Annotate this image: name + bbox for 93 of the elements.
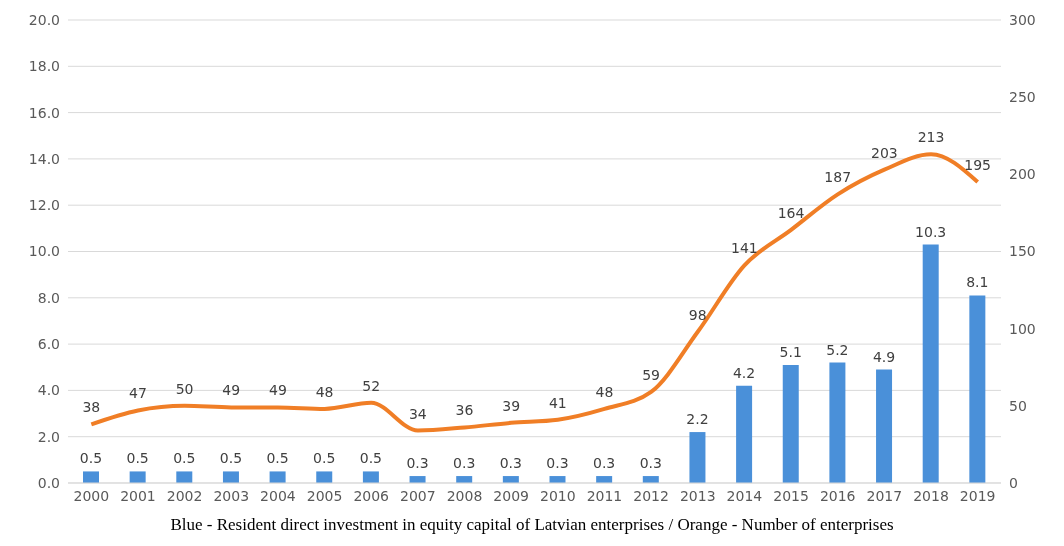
x-tick-label: 2016 (819, 487, 856, 504)
bar (269, 471, 286, 483)
data-label: 50 (175, 380, 194, 397)
x-tick-label: 2018 (913, 487, 949, 504)
bar (83, 471, 99, 483)
data-label: 38 (82, 399, 101, 416)
data-label: 164 (777, 204, 805, 221)
data-label: 4.2 (732, 364, 756, 381)
y-tick-label: 0.0 (37, 474, 60, 491)
data-label: 34 (408, 405, 427, 422)
data-label: 49 (222, 382, 241, 399)
bar (829, 362, 846, 483)
data-label: 0.5 (359, 450, 383, 467)
bar (689, 432, 706, 483)
data-label: 41 (548, 394, 567, 411)
data-label: 141 (731, 240, 758, 257)
y-tick-label: 8.0 (37, 289, 60, 306)
bar (362, 471, 379, 483)
x-tick-label: 2005 (306, 487, 343, 504)
data-label: 36 (455, 402, 474, 419)
y2-tick-label: 250 (1009, 89, 1036, 106)
data-label: 195 (964, 157, 992, 174)
y2-tick-label: 0 (1009, 474, 1018, 491)
data-label: 0.3 (546, 455, 569, 472)
x-tick-label: 2002 (166, 487, 203, 504)
data-label: 0.5 (219, 450, 243, 467)
y-tick-label: 16.0 (28, 104, 60, 121)
data-label: 48 (315, 383, 334, 400)
y-tick-label: 18.0 (28, 58, 60, 75)
data-label: 59 (642, 366, 661, 383)
x-tick-label: 2014 (726, 487, 763, 504)
bar (222, 471, 239, 483)
data-label: 49 (269, 382, 287, 399)
x-tick-label: 2010 (540, 487, 576, 504)
data-label: 5.2 (826, 341, 849, 358)
data-label: 48 (595, 383, 614, 400)
data-label: 0.5 (79, 450, 103, 467)
x-tick-label: 2004 (260, 487, 296, 504)
data-label: 0.3 (593, 455, 616, 472)
x-tick-label: 2011 (586, 487, 623, 504)
bar (969, 295, 986, 483)
data-label: 0.5 (313, 450, 336, 467)
x-tick-label: 2001 (120, 487, 156, 504)
y2-tick-label: 150 (1009, 243, 1036, 260)
data-label: 98 (688, 306, 707, 323)
x-tick-label: 2003 (213, 487, 250, 504)
x-tick-label: 2017 (866, 487, 903, 504)
y-tick-label: 12.0 (28, 197, 60, 214)
x-tick-label: 2019 (959, 487, 996, 504)
bar (876, 369, 893, 483)
x-tick-label: 2006 (353, 487, 390, 504)
x-tick-label: 2000 (73, 487, 110, 504)
data-label: 0.5 (266, 450, 289, 467)
x-tick-label: 2007 (400, 487, 436, 504)
data-label: 8.1 (966, 274, 989, 291)
x-tick-label: 2008 (446, 487, 483, 504)
data-label: 187 (824, 169, 852, 186)
data-label: 5.1 (779, 343, 802, 360)
data-label: 47 (129, 385, 147, 402)
text: Blue - Resident direct investment in equity capital of Latvian enterprises / Orange - Number of enterprises (169, 515, 895, 535)
bar (176, 471, 193, 483)
data-label: 0.3 (453, 455, 476, 472)
y-tick-label: 2.0 (37, 428, 60, 445)
y-tick-label: 6.0 (37, 336, 60, 353)
data-label: 0.5 (173, 450, 196, 467)
y-tick-label: 4.0 (37, 382, 60, 399)
bar (316, 471, 333, 483)
data-label: 10.3 (915, 223, 947, 240)
bar (129, 471, 146, 483)
bar (782, 364, 799, 483)
data-label: 213 (917, 129, 945, 146)
x-tick-label: 2013 (679, 487, 716, 504)
data-label: 0.3 (639, 455, 662, 472)
data-label: 39 (502, 397, 521, 414)
x-tick-label: 2009 (493, 487, 529, 504)
y2-tick-label: 200 (1009, 166, 1036, 183)
data-label: 0.3 (406, 455, 429, 472)
data-label: 0.5 (126, 450, 149, 467)
x-tick-label: 2015 (773, 487, 809, 504)
bar (922, 244, 939, 483)
y2-tick-label: 50 (1009, 397, 1027, 414)
y-tick-label: 14.0 (28, 150, 60, 167)
data-label: 4.9 (872, 348, 896, 365)
data-label: 2.2 (686, 411, 709, 428)
y2-tick-label: 100 (1009, 320, 1036, 337)
data-label: 52 (362, 377, 381, 394)
y2-tick-label: 300 (1009, 11, 1036, 28)
y-tick-label: 10.0 (28, 243, 60, 260)
bar (736, 385, 753, 483)
data-label: 203 (871, 144, 898, 161)
y-tick-label: 20.0 (28, 11, 60, 28)
x-tick-label: 2012 (633, 487, 669, 504)
data-label: 0.3 (499, 455, 522, 472)
